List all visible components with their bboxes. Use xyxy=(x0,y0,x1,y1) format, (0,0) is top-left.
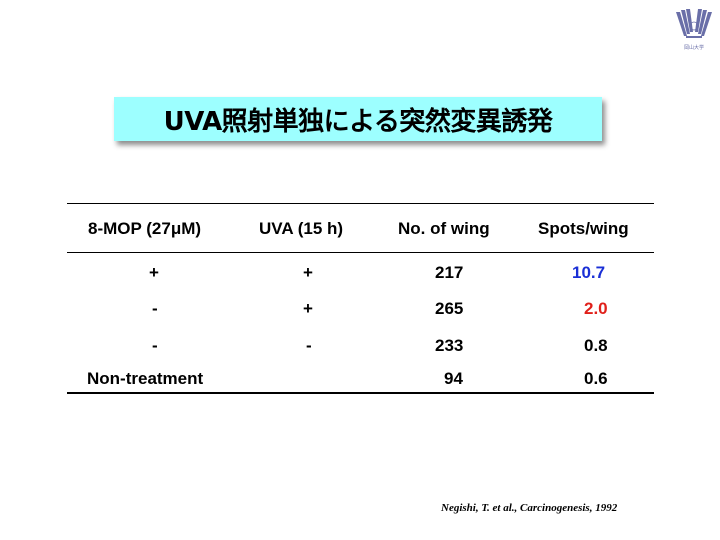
logo-caption: 岡山大学 xyxy=(683,45,704,51)
cell-spots: 10.7 xyxy=(572,263,606,282)
cell-wing-count: 217 xyxy=(435,263,464,282)
table-header-rule xyxy=(67,252,654,253)
header-uva: UVA (15 h) xyxy=(259,219,344,238)
university-logo: 岡山大学 xyxy=(672,6,716,52)
title-banner: UVA照射単独による突然変異誘発 xyxy=(114,97,602,141)
cell-wing-count: 265 xyxy=(435,299,464,318)
cell-spots: 0.6 xyxy=(584,369,608,388)
header-spots-per-wing: Spots/wing xyxy=(538,219,629,238)
cell-uva: + xyxy=(303,299,313,318)
cell-wing-count: 94 xyxy=(444,369,463,388)
citation: Negishi, T. et al., Carcinogenesis, 1992 xyxy=(441,502,618,514)
table-top-rule xyxy=(67,203,654,204)
cell-8mop: - xyxy=(152,299,158,318)
winged-emblem-icon xyxy=(676,9,712,38)
cell-8mop: + xyxy=(149,263,159,282)
cell-8mop: - xyxy=(152,336,158,355)
header-8mop: 8-MOP (27μM) xyxy=(88,219,202,238)
cell-spots: 0.8 xyxy=(584,336,608,355)
cell-treatment-label: Non-treatment xyxy=(87,369,204,388)
cell-uva: + xyxy=(303,263,313,282)
slide-title: UVA照射単独による突然変異誘発 xyxy=(163,106,553,137)
cell-uva: - xyxy=(306,336,312,355)
header-no-of-wing: No. of wing xyxy=(398,219,490,238)
cell-wing-count: 233 xyxy=(435,336,464,355)
table-bottom-rule xyxy=(67,392,654,394)
cell-spots: 2.0 xyxy=(584,299,608,318)
